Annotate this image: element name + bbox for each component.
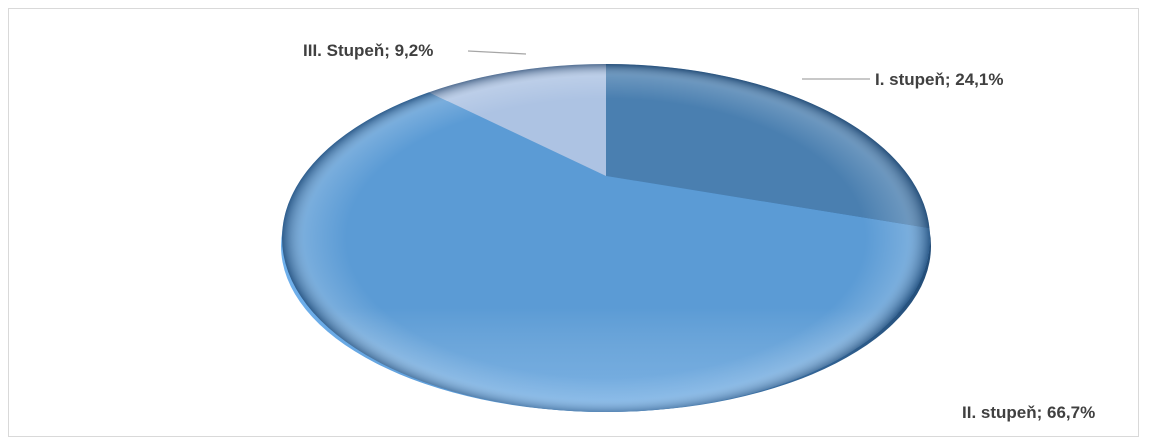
leader-line-slice-3 <box>467 50 527 55</box>
data-label-slice-1: I. stupeň; 24,1% <box>875 70 1003 89</box>
data-label-slice-2: II. stupeň; 66,7% <box>962 403 1095 422</box>
data-label-slice-3: III. Stupeň; 9,2% <box>303 41 433 60</box>
pie-shine <box>282 64 930 412</box>
